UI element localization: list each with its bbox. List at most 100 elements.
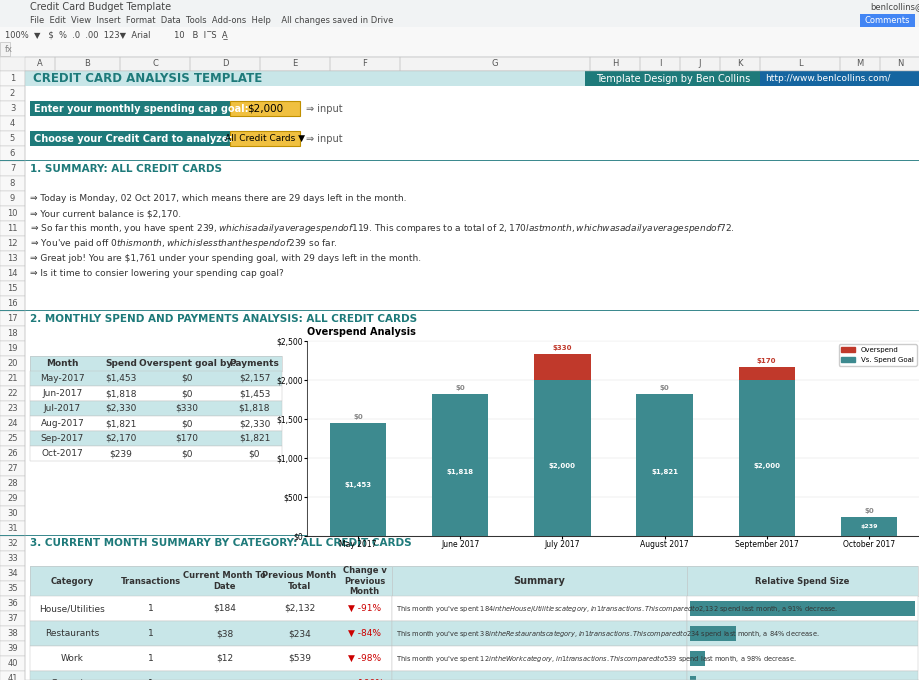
Text: 100%  ▼   $  %  .0  .00  123▼  Arial         10   B  I  ̅S  A̲: 100% ▼ $ % .0 .00 123▼ Arial 10 B I ̅S A…	[5, 31, 227, 39]
Bar	[30, 646, 391, 671]
Bar	[0, 0, 919, 14]
Text: ⇒ So far this month, you have spent $239, which is a daily average spend of $119: ⇒ So far this month, you have spent $239…	[30, 222, 734, 235]
Bar	[30, 431, 282, 446]
Text: 17: 17	[7, 314, 17, 323]
Text: Jun-2017: Jun-2017	[42, 389, 83, 398]
Bar	[0, 386, 25, 401]
Bar	[25, 71, 584, 86]
Text: Current Month To
Date: Current Month To Date	[183, 571, 266, 591]
Bar	[30, 431, 282, 446]
Bar	[391, 671, 686, 680]
Bar	[0, 476, 25, 491]
Bar	[0, 27, 919, 43]
Text: 30: 30	[7, 509, 17, 518]
Text: $1,818: $1,818	[239, 404, 270, 413]
Bar	[30, 416, 282, 431]
Text: $2,330: $2,330	[105, 404, 137, 413]
Bar	[307, 341, 919, 536]
Bar	[30, 371, 282, 386]
Bar	[686, 646, 917, 671]
Text: 26: 26	[7, 449, 17, 458]
Bar	[30, 446, 282, 461]
Bar	[0, 42, 919, 56]
Text: B: B	[85, 60, 90, 69]
Bar	[25, 71, 919, 680]
Bar	[686, 646, 917, 671]
Text: K: K	[736, 60, 742, 69]
Text: 18: 18	[7, 329, 17, 338]
Bar	[30, 386, 282, 401]
Text: 28: 28	[7, 479, 17, 488]
Text: 1: 1	[148, 604, 153, 613]
Bar	[0, 446, 25, 461]
Bar	[30, 646, 391, 671]
Text: 22: 22	[7, 389, 17, 398]
Bar	[689, 651, 704, 666]
Text: $1,821: $1,821	[651, 469, 677, 475]
Text: 19: 19	[7, 344, 17, 353]
Bar	[0, 671, 25, 680]
Bar	[30, 416, 282, 431]
Bar	[689, 626, 736, 641]
Text: $2,330: $2,330	[239, 419, 270, 428]
Text: Comments: Comments	[863, 16, 909, 25]
Text: Enter your monthly spending cap goal:: Enter your monthly spending cap goal:	[34, 103, 248, 114]
Text: 27: 27	[7, 464, 17, 473]
Text: 31: 31	[7, 524, 17, 533]
Bar	[0, 131, 25, 146]
Bar	[0, 69, 919, 70]
Bar	[640, 57, 679, 71]
Bar	[689, 676, 696, 680]
Text: $1,453: $1,453	[105, 374, 137, 383]
Bar	[0, 521, 25, 536]
Bar	[0, 42, 919, 43]
Bar	[391, 646, 686, 671]
Bar	[0, 311, 25, 326]
Text: 2. MONTHLY SPEND AND PAYMENTS ANALYSIS: ALL CREDIT CARDS: 2. MONTHLY SPEND AND PAYMENTS ANALYSIS: …	[30, 313, 416, 324]
Bar	[589, 57, 640, 71]
Text: Relative Spend Size: Relative Spend Size	[754, 577, 849, 585]
Bar	[30, 401, 282, 416]
Text: 24: 24	[7, 419, 17, 428]
Bar	[0, 176, 25, 191]
Bar	[432, 394, 488, 536]
Text: Overspent goal by:: Overspent goal by:	[139, 359, 235, 368]
Bar	[30, 621, 391, 646]
Text: 16: 16	[7, 299, 17, 308]
Bar	[839, 57, 879, 71]
Text: ▼ -84%: ▼ -84%	[347, 629, 380, 638]
Text: 4: 4	[10, 119, 15, 128]
Bar	[879, 57, 919, 71]
Bar	[30, 566, 391, 596]
Bar	[0, 160, 919, 161]
Bar	[738, 367, 794, 380]
Text: 5: 5	[10, 134, 15, 143]
Bar	[859, 14, 914, 27]
Bar	[30, 596, 391, 621]
Text: This month you've spent $12 in the Work category, in 1 transactions. This compar: This month you've spent $12 in the Work …	[395, 653, 796, 664]
Text: Sep-2017: Sep-2017	[40, 434, 84, 443]
Bar	[0, 641, 25, 656]
Bar	[30, 671, 391, 680]
Bar	[0, 101, 25, 116]
Text: $1,818: $1,818	[447, 469, 473, 475]
Bar	[686, 621, 917, 646]
Text: 1: 1	[148, 679, 153, 680]
Bar	[0, 535, 919, 536]
Text: ⇒ Your current balance is $2,170.: ⇒ Your current balance is $2,170.	[30, 209, 181, 218]
Text: 38: 38	[7, 629, 17, 638]
Text: Credit Card Budget Template: Credit Card Budget Template	[30, 2, 171, 12]
Text: Spend: Spend	[105, 359, 137, 368]
Bar	[0, 14, 919, 27]
Text: This month you've spent $38 in the Restaurants category, in 1 transactions. This: This month you've spent $38 in the Resta…	[395, 628, 819, 639]
Text: House/Utilities: House/Utilities	[40, 604, 106, 613]
Text: D: D	[221, 60, 228, 69]
Bar	[30, 446, 282, 461]
Text: $170: $170	[176, 434, 199, 443]
Text: Template Design by Ben Collins: Template Design by Ben Collins	[596, 73, 749, 84]
Text: This month you've spent $184 in the House/Utilities category, in 1 transactions.: This month you've spent $184 in the Hous…	[395, 603, 837, 614]
Text: 32: 32	[7, 539, 17, 548]
Bar	[534, 380, 590, 536]
Text: Transactions: Transactions	[120, 577, 181, 585]
Bar	[0, 296, 25, 311]
